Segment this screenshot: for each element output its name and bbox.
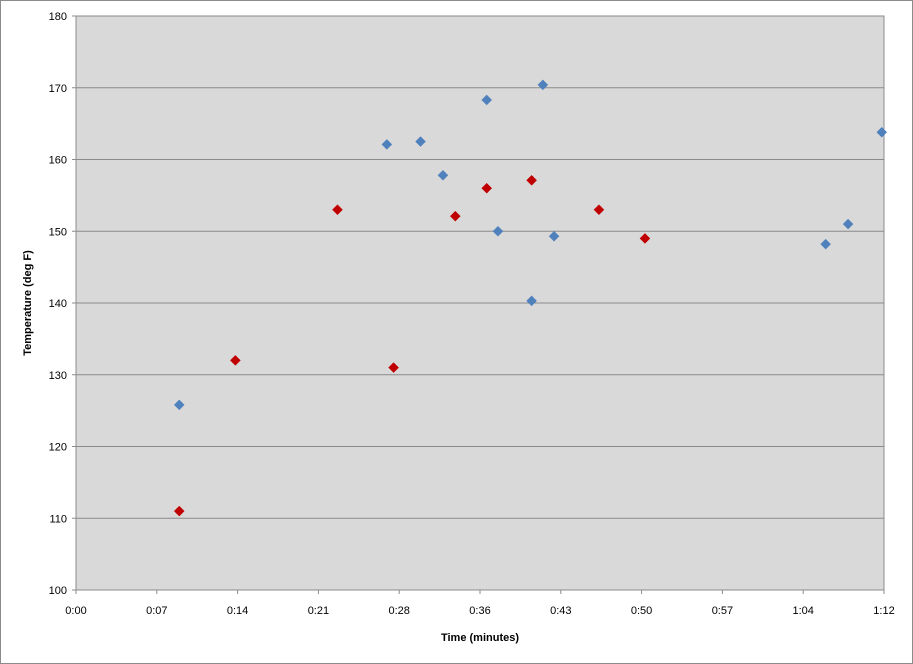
x-tick-label: 0:50 — [631, 605, 652, 617]
y-tick-label: 160 — [49, 155, 67, 167]
data-point — [381, 139, 393, 150]
data-point — [481, 94, 493, 106]
y-tick-label: 170 — [49, 83, 67, 95]
y-tick-labels: 100 110 120 130 140 150 160 170 180 — [49, 11, 76, 597]
x-tick-label: 0:07 — [146, 605, 167, 617]
data-point — [437, 169, 449, 181]
x-tick-label: 1:04 — [792, 605, 813, 617]
data-point — [332, 204, 343, 216]
data-points — [173, 79, 888, 517]
series-0 — [173, 79, 888, 411]
x-tick-label: 0:14 — [227, 605, 248, 617]
x-tick-label: 0:00 — [65, 605, 86, 617]
x-tick-label: 0:28 — [388, 605, 409, 617]
y-axis-title: Temperature (deg F) — [22, 250, 34, 356]
data-point — [415, 136, 426, 147]
data-point — [388, 362, 399, 373]
data-point — [481, 182, 493, 194]
x-axis-title: Time (minutes) — [441, 632, 519, 644]
x-tick-label: 0:43 — [550, 605, 571, 617]
data-point — [593, 204, 605, 216]
y-tick-label: 150 — [49, 226, 67, 238]
x-tick-label: 0:21 — [308, 605, 329, 617]
y-tick-label: 140 — [49, 298, 67, 310]
data-point — [537, 79, 549, 91]
data-point — [173, 505, 185, 517]
x-tick-label: 0:57 — [712, 605, 733, 617]
y-tick-label: 180 — [49, 11, 67, 23]
data-point — [173, 399, 185, 411]
data-point — [548, 230, 560, 242]
data-point — [876, 126, 888, 138]
data-point — [526, 174, 537, 186]
data-point — [842, 218, 854, 230]
x-tick-labels: 0:00 0:07 0:14 0:21 0:28 0:36 0:43 0:50 0:57 1:04… — [65, 590, 895, 617]
data-point — [230, 355, 241, 366]
gridlines — [76, 15, 884, 519]
data-point — [492, 225, 504, 237]
y-tick-label: 120 — [49, 442, 67, 454]
y-tick-label: 100 — [49, 585, 67, 597]
data-point — [820, 238, 831, 250]
axes — [72, 16, 884, 594]
y-tick-label: 110 — [49, 513, 67, 525]
x-tick-label: 1:12 — [873, 605, 894, 617]
series-1 — [173, 174, 651, 517]
x-tick-label: 0:36 — [469, 605, 490, 617]
data-point — [526, 295, 537, 307]
data-point — [449, 210, 461, 222]
y-tick-label: 130 — [49, 370, 67, 382]
data-point — [639, 233, 651, 244]
